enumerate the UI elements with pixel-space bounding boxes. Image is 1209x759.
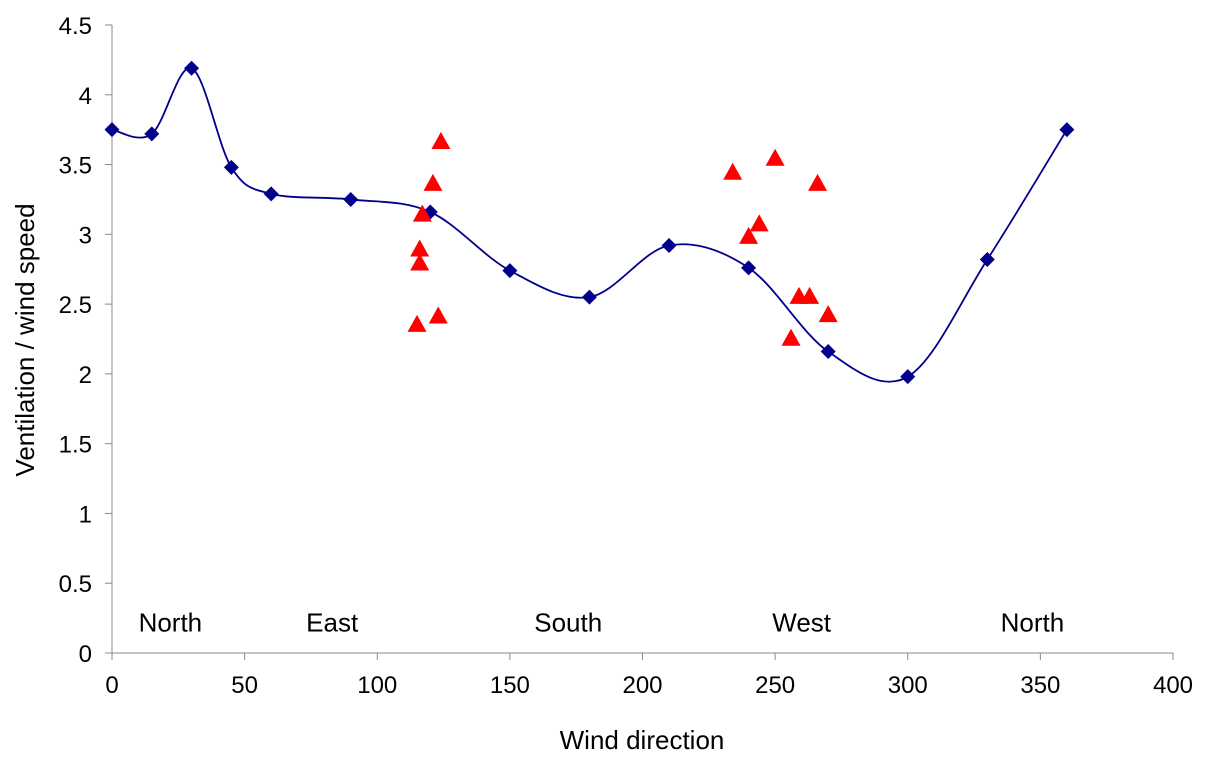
y-tick-label: 0.5: [59, 571, 92, 598]
data-point-triangle: [818, 305, 838, 323]
y-ticks: 0 0.5 1 1.5 2 2.5 3 3.5 4 4.5: [59, 13, 112, 668]
data-point-diamond: [661, 237, 677, 253]
y-tick-label: 1.5: [59, 432, 92, 459]
data-point-diamond: [343, 191, 359, 207]
data-point-triangle: [412, 204, 432, 222]
y-tick-label: 4.5: [59, 13, 92, 40]
data-point-diamond: [741, 260, 757, 276]
data-point-triangle: [428, 306, 448, 324]
data-point-triangle: [407, 314, 427, 332]
y-tick-label: 1: [79, 501, 92, 528]
data-point-diamond: [502, 263, 518, 279]
direction-label: South: [534, 607, 602, 637]
x-tick-label: 400: [1153, 672, 1193, 699]
x-axis-title: Wind direction: [560, 725, 725, 755]
data-point-diamond: [900, 369, 916, 385]
data-point-triangle: [749, 214, 769, 232]
data-point-diamond: [820, 344, 836, 360]
data-point-triangle: [800, 286, 820, 304]
data-point-diamond: [1059, 122, 1075, 138]
series-points: [104, 60, 1075, 385]
x-tick-label: 250: [755, 672, 795, 699]
y-tick-label: 0: [79, 641, 92, 668]
series-line-path: [111, 67, 1068, 383]
direction-label: East: [306, 607, 359, 637]
data-point-diamond: [144, 126, 160, 142]
x-ticks: 0 50 100 150 200 250 300 350 400: [105, 653, 1193, 699]
data-point-diamond: [184, 60, 200, 76]
data-point-triangle: [410, 253, 430, 271]
direction-annotations: North East South West North: [139, 607, 1065, 637]
series-line: [111, 67, 1068, 383]
x-tick-label: 200: [622, 672, 662, 699]
direction-label: West: [772, 607, 832, 637]
data-point-diamond: [581, 289, 597, 305]
direction-label: North: [1001, 607, 1065, 637]
data-point-diamond: [263, 186, 279, 202]
y-tick-label: 2: [79, 362, 92, 389]
data-point-triangle: [781, 328, 801, 346]
x-tick-label: 150: [490, 672, 530, 699]
data-point-diamond: [223, 159, 239, 175]
x-tick-label: 350: [1020, 672, 1060, 699]
data-point-triangle: [739, 226, 759, 244]
data-point-triangle: [431, 132, 451, 150]
y-tick-label: 3.5: [59, 153, 92, 180]
x-tick-label: 50: [231, 672, 258, 699]
axes: [111, 25, 1173, 654]
data-point-triangle: [765, 148, 785, 166]
data-point-triangle: [723, 162, 743, 180]
data-point-triangle: [423, 173, 443, 191]
y-tick-label: 3: [79, 222, 92, 249]
y-axis-title: Ventilation / wind speed: [10, 203, 40, 476]
data-point-diamond: [104, 122, 120, 138]
x-tick-label: 300: [888, 672, 928, 699]
y-tick-label: 2.5: [59, 292, 92, 319]
data-point-diamond: [979, 251, 995, 267]
data-point-triangle: [808, 173, 828, 191]
data-point-triangle: [410, 239, 430, 257]
y-tick-label: 4: [79, 83, 92, 110]
x-tick-label: 100: [357, 672, 397, 699]
direction-label: North: [139, 607, 203, 637]
x-tick-label: 0: [105, 672, 118, 699]
